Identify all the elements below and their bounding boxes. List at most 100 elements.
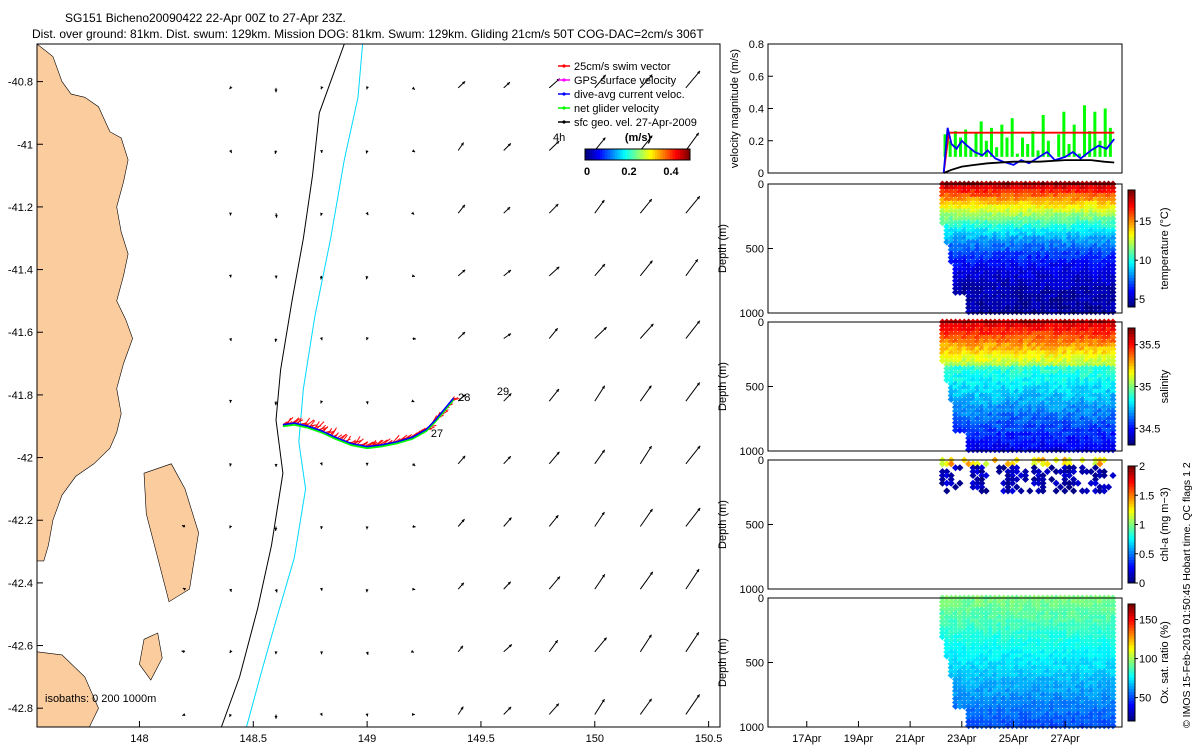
current-arrow-head	[508, 644, 512, 648]
velocity-series-line	[942, 131, 1115, 174]
section-data-point	[995, 284, 1003, 293]
section-data-point	[960, 284, 968, 293]
section-data-point	[986, 184, 995, 192]
section-data-point	[986, 188, 995, 196]
current-arrow-head	[696, 569, 700, 573]
current-arrow-head	[365, 276, 369, 280]
section-data-point	[991, 277, 999, 285]
section-colorbar-segment	[1128, 644, 1135, 649]
section-colorbar-segment	[1128, 471, 1135, 476]
section-data-point	[1013, 188, 1021, 196]
current-arrow-head	[462, 81, 466, 85]
section-colorbar-segment	[1128, 477, 1135, 481]
section-data-point	[978, 234, 986, 242]
current-arrow-head	[411, 274, 415, 278]
section-data-point	[1013, 253, 1021, 262]
section-colorbar-segment	[1128, 271, 1135, 276]
colorbar-segment	[617, 149, 621, 160]
section-data-point	[947, 199, 955, 207]
current-arrow-head	[696, 382, 700, 386]
colorbar-segment	[657, 149, 661, 160]
section-colorbar-segment	[1128, 248, 1135, 252]
current-arrow	[685, 568, 700, 590]
colorbar-segment	[645, 149, 648, 160]
section-data-point	[1008, 219, 1016, 227]
section-colorbar-segment	[1128, 274, 1135, 279]
land-island-2	[37, 651, 99, 727]
section-data-point	[1008, 215, 1016, 223]
section-colorbar-segment	[1128, 204, 1135, 208]
current-arrow-head	[229, 525, 233, 529]
section-data-point	[978, 257, 986, 265]
section-colorbar-segment	[1128, 348, 1135, 352]
current-arrow-head	[182, 587, 187, 591]
section-colorbar-segment	[1128, 468, 1135, 473]
section-data-point	[991, 215, 999, 223]
section-data-point	[938, 203, 946, 211]
section-data-point	[947, 238, 955, 246]
section-y-tick-label: 500	[746, 658, 764, 670]
section-data-point	[982, 207, 990, 215]
section-data-point	[951, 207, 960, 215]
dive-avg-current-track	[282, 397, 455, 448]
section-data-point	[943, 215, 951, 223]
current-arrow-head	[319, 337, 323, 341]
legend-label: net glider velocity	[574, 103, 659, 115]
section-colorbar-segment	[1128, 512, 1135, 517]
section-data-point	[995, 288, 1003, 296]
section-data-point	[1000, 234, 1008, 242]
section-data-point	[960, 215, 968, 223]
section-colorbar-segment	[1128, 404, 1135, 408]
section-colorbar-segment	[1128, 368, 1135, 373]
section-data-point	[1008, 195, 1016, 204]
section-colorbar-segment	[1128, 618, 1135, 622]
section-colorbar-segment	[1128, 521, 1135, 525]
section-data-point	[978, 188, 986, 196]
current-arrow-head	[229, 149, 232, 153]
section-data-point	[969, 230, 977, 238]
section-colorbar-segment	[1128, 412, 1135, 417]
current-arrow-head	[650, 323, 654, 327]
section-data-point	[965, 242, 973, 250]
section-data-point	[1008, 253, 1016, 262]
current-arrow-head	[556, 576, 560, 580]
section-y-tick-label: 500	[746, 244, 764, 256]
section-data-point	[947, 203, 955, 211]
section-data-point	[1017, 288, 1025, 296]
section-data-point	[978, 277, 986, 285]
section-data-point	[995, 203, 1003, 211]
section-colorbar-segment	[1128, 280, 1135, 284]
current-arrow	[685, 445, 701, 465]
section-data-point	[1008, 242, 1016, 250]
section-data-point	[1000, 253, 1008, 262]
section-data-point	[982, 215, 990, 223]
section-colorbar-segment	[1128, 380, 1135, 384]
section-data-point	[982, 288, 990, 296]
section-data-point	[951, 238, 960, 246]
section-colorbar-segment	[1128, 647, 1135, 652]
current-arrow-head	[697, 507, 701, 512]
swim-vector	[331, 427, 337, 436]
section-data-point	[1013, 292, 1021, 300]
section-colorbar-segment	[1128, 486, 1135, 490]
current-arrow-head	[649, 135, 653, 139]
section-data-point	[1021, 253, 1030, 262]
section-data-point	[978, 219, 986, 227]
section-colorbar-segment	[1128, 266, 1135, 270]
legend-label: sfc geo. vel. 27-Apr-2009	[574, 117, 697, 129]
section-data-point	[973, 192, 981, 200]
current-arrow-head	[410, 649, 414, 653]
section-data-point	[960, 203, 968, 211]
section-data-point	[951, 223, 960, 231]
section-data-point	[947, 207, 955, 215]
section-data-point	[969, 223, 977, 231]
section-data-point	[1021, 257, 1030, 265]
section-data-point	[943, 211, 951, 219]
section-data-point	[982, 219, 990, 227]
section-data-point	[947, 230, 955, 238]
colorbar-segment	[670, 149, 673, 160]
section-data-point	[1013, 184, 1021, 192]
section-colorbar-segment	[1128, 547, 1135, 552]
section-data-point	[960, 195, 968, 204]
